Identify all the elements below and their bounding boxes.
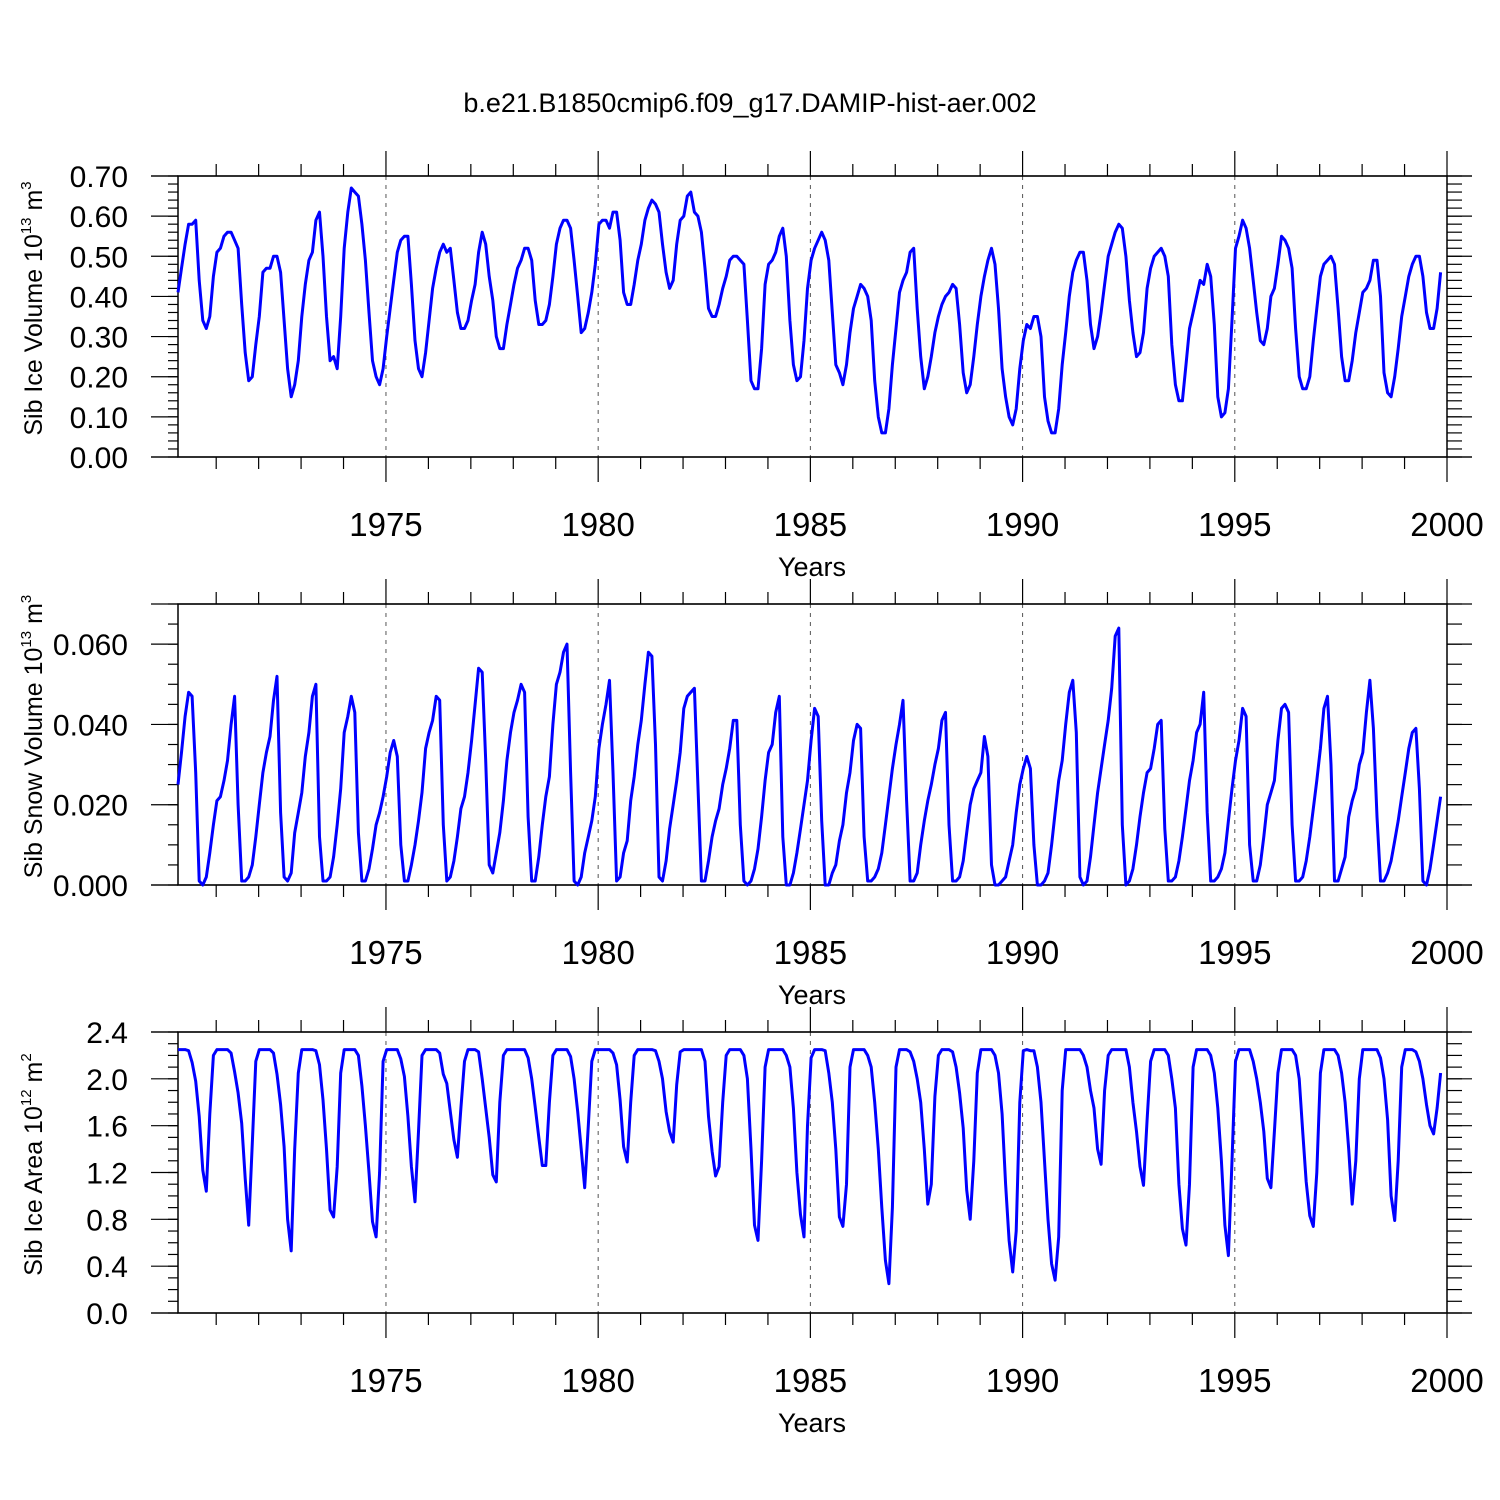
y-tick-label: 0.60: [70, 201, 128, 234]
x-tick-label: 1975: [349, 1362, 422, 1399]
panel-sib-snow-volume: 0.000 0.020 0.040 0.060 1975 1980 1985 1990 1995…: [18, 579, 1484, 1010]
y-tick-label: 0.70: [70, 161, 128, 194]
series-line: [176, 626, 1443, 887]
x-tick-label: 1980: [561, 1362, 634, 1399]
panel-sib-ice-area: 0.0 0.4 0.8 1.2 1.6 2.0 2.4 1975 1980 1985 1990 199…: [18, 1007, 1484, 1438]
y-tick-label: 2.4: [86, 1017, 128, 1050]
x-tick-label: 1995: [1198, 1362, 1271, 1399]
y-tick-label: 0.4: [86, 1251, 128, 1284]
x-tick-label: 1980: [561, 506, 634, 543]
y-tick-label: 0.00: [70, 442, 128, 475]
x-tick-label: 1980: [561, 934, 634, 971]
y-tick-label: 2.0: [86, 1064, 128, 1097]
x-tick-label: 1975: [349, 506, 422, 543]
y-tick-label: 0.000: [53, 870, 128, 903]
y-tick-label: 0.0: [86, 1298, 128, 1331]
x-tick-label: 1975: [349, 934, 422, 971]
series-line: [176, 186, 1443, 435]
y-tick-label: 0.060: [53, 629, 128, 662]
y-axis-label: Sib Snow Volume 1013 m3: [18, 595, 48, 879]
y-tick-label: 1.6: [86, 1111, 128, 1144]
x-tick-label: 2000: [1410, 934, 1483, 971]
x-tick-label: 1995: [1198, 506, 1271, 543]
series-line: [178, 1048, 1443, 1286]
y-tick-label: 1.2: [86, 1158, 128, 1191]
y-tick-label: 0.50: [70, 241, 128, 274]
y-axis-label: Sib Ice Area 1012 m2: [18, 1053, 48, 1275]
y-tick-label: 0.40: [70, 281, 128, 314]
panel-sib-ice-volume: 0.00 0.10 0.20 0.30 0.40 0.50 0.60 0.70 1975 1980…: [18, 151, 1484, 582]
x-tick-label: 1990: [986, 506, 1059, 543]
x-tick-label: 1990: [986, 934, 1059, 971]
y-tick-label: 0.20: [70, 362, 128, 395]
y-axis-label: Sib Ice Volume 1013 m3: [18, 181, 48, 435]
x-tick-label: 1995: [1198, 934, 1271, 971]
x-tick-label: 2000: [1410, 506, 1483, 543]
x-tick-label: 1985: [774, 506, 847, 543]
x-tick-label: 2000: [1410, 1362, 1483, 1399]
x-tick-label: 1985: [774, 934, 847, 971]
plot-frame: [177, 603, 1448, 886]
x-tick-label: 1985: [774, 1362, 847, 1399]
figure-title: b.e21.B1850cmip6.f09_g17.DAMIP-hist-aer.…: [463, 88, 1036, 118]
x-axis-label: Years: [778, 1408, 846, 1438]
x-axis-label: Years: [778, 980, 846, 1010]
y-tick-label: 0.8: [86, 1204, 128, 1237]
y-tick-label: 0.10: [70, 402, 128, 435]
y-tick-label: 0.020: [53, 790, 128, 823]
x-axis-label: Years: [778, 552, 846, 582]
x-tick-label: 1990: [986, 1362, 1059, 1399]
y-tick-label: 0.30: [70, 322, 128, 355]
y-tick-label: 0.040: [53, 709, 128, 742]
